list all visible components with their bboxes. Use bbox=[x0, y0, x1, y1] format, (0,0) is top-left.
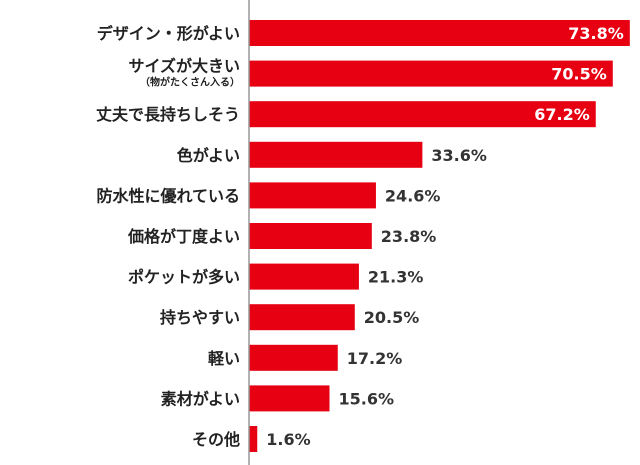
bar-7 bbox=[249, 304, 355, 331]
category-label-2: 丈夫で長持ちしそう bbox=[96, 105, 240, 124]
bar-6 bbox=[249, 263, 359, 290]
value-label-10: 1.6% bbox=[266, 430, 310, 449]
value-label-7: 20.5% bbox=[364, 308, 420, 327]
bar-3 bbox=[249, 141, 423, 168]
value-label-9: 15.6% bbox=[338, 389, 394, 408]
category-label-10: その他 bbox=[192, 430, 240, 449]
value-labels-group: 73.8% 70.5% 67.2% 33.6% 24.6% 23.8% 21.3% 20.5%… bbox=[266, 24, 624, 449]
bar-9 bbox=[249, 385, 330, 412]
category-label-3: 色がよい bbox=[177, 146, 240, 165]
bar-0 bbox=[249, 20, 630, 46]
value-label-4: 24.6% bbox=[385, 186, 441, 205]
category-label-1: サイズが大きい bbox=[128, 57, 240, 76]
value-label-3: 33.6% bbox=[431, 146, 487, 165]
value-label-1: 70.5% bbox=[551, 65, 607, 84]
bar-8 bbox=[249, 344, 338, 371]
category-label-8: 軽い bbox=[208, 349, 240, 368]
value-label-0: 73.8% bbox=[568, 24, 624, 43]
value-label-5: 23.8% bbox=[381, 227, 437, 246]
bar-4 bbox=[249, 182, 376, 209]
value-label-6: 21.3% bbox=[368, 268, 424, 287]
value-label-8: 17.2% bbox=[347, 349, 403, 368]
bar-10 bbox=[249, 426, 258, 452]
category-label-4: 防水性に優れている bbox=[96, 186, 240, 205]
bar-2 bbox=[249, 101, 596, 128]
category-label-9: 素材がよい bbox=[161, 389, 240, 408]
category-label-7: 持ちやすい bbox=[160, 308, 240, 327]
bars-group bbox=[249, 20, 630, 452]
category-label-5: 価格が丁度よい bbox=[127, 227, 240, 246]
bar-5 bbox=[249, 223, 372, 249]
category-label-0: デザイン・形がよい bbox=[97, 24, 240, 43]
category-label-6: ポケットが多い bbox=[128, 268, 240, 287]
bar-1 bbox=[249, 60, 613, 87]
value-label-2: 67.2% bbox=[534, 105, 590, 124]
category-sublabel-1: （物がたくさん入る） bbox=[140, 76, 240, 89]
